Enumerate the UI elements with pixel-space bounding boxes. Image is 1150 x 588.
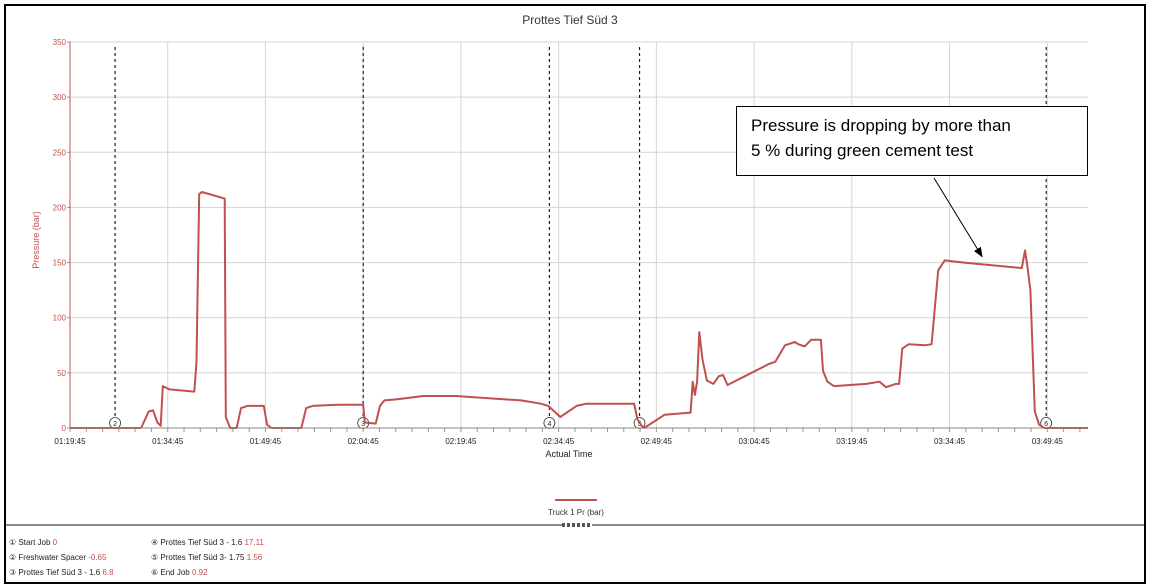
x-tick-label: 03:04:45 [739,437,771,446]
events-panel: ① Start Job 0 ② Freshwater Spacer -0.65 … [6,523,1144,584]
event-label: ④ Prottes Tief Süd 3 - 1.6 [151,538,243,547]
x-tick-label: 01:49:45 [250,437,282,446]
event-marker-number: 4 [547,421,551,428]
event-marker-number: 3 [361,421,365,428]
event-value: -0.65 [88,553,107,562]
event-value: 17.11 [244,538,264,547]
y-axis-ticks: 0 50 100 150 200 250 300 350 [53,38,70,433]
event-value: 1.56 [246,553,263,562]
annotation-line-1: Pressure is dropping by more than [751,116,1011,135]
y-tick-label: 100 [53,314,67,323]
event-value: 0.92 [191,568,208,577]
y-tick-label: 0 [62,424,67,433]
event-value: 0 [52,538,58,547]
x-tick-label: 02:04:45 [348,437,380,446]
chart-legend: Truck 1 Pr (bar) [548,499,604,517]
y-tick-label: 350 [53,38,67,47]
series-layer [70,191,1088,429]
series-line-truck-1-pressure [70,191,1088,429]
event-stage-3: ③ Prottes Tief Süd 3 - 1.6 6.8 [9,568,114,577]
event-label: ② Freshwater Spacer [9,553,86,562]
annotation-callout: Pressure is dropping by more than 5 % du… [736,106,1088,176]
x-tick-label: 03:19:45 [836,437,868,446]
y-tick-label: 200 [53,203,67,212]
x-tick-label: 02:49:45 [641,437,673,446]
x-tick-label: 03:34:45 [934,437,966,446]
event-marker-number: 6 [1044,421,1048,428]
chart-window: Prottes Tief Süd 3 0 50 100 150 200 250 300 350… [4,4,1146,584]
pressure-chart: Prottes Tief Süd 3 0 50 100 150 200 250 300 350… [31,13,1088,517]
event-stage-5: ⑤ Prottes Tief Süd 3- 1.75 1.56 [151,553,262,562]
event-label: ⑤ Prottes Tief Süd 3- 1.75 [151,553,245,562]
callout-arrow [933,177,983,258]
chart-title: Prottes Tief Süd 3 [522,13,618,27]
event-stage-4: ④ Prottes Tief Süd 3 - 1.6 17.11 [151,538,264,547]
event-freshwater-spacer: ② Freshwater Spacer -0.65 [9,553,106,562]
y-tick-label: 150 [53,259,67,268]
y-tick-label: 250 [53,148,67,157]
x-axis-ticks: 01:19:45 01:34:45 01:49:45 02:04:45 02:19:45… [54,428,1081,446]
legend-series-name: Truck 1 Pr (bar) [548,508,604,517]
event-label: ① Start Job [9,538,51,547]
x-tick-label: 01:19:45 [54,437,86,446]
y-tick-label: 50 [57,369,66,378]
x-tick-label: 01:34:45 [152,437,184,446]
event-label: ⑥ End Job [151,568,190,577]
panel-splitter-handle[interactable] [562,523,592,527]
axes [69,42,1088,429]
x-tick-label: 03:49:45 [1032,437,1064,446]
event-start-job: ① Start Job 0 [9,538,57,547]
x-tick-label: 02:34:45 [543,437,575,446]
event-value: 6.8 [102,568,114,577]
x-axis-label: Actual Time [545,449,592,459]
event-end-job: ⑥ End Job 0.92 [151,568,208,577]
y-axis-label: Pressure (bar) [31,211,41,269]
annotation-line-2: 5 % during green cement test [751,141,974,160]
y-tick-label: 300 [53,93,67,102]
event-marker-number: 2 [113,421,117,428]
x-tick-label: 02:19:45 [445,437,477,446]
grid [69,41,1088,429]
event-label: ③ Prottes Tief Süd 3 - 1.6 [9,568,101,577]
